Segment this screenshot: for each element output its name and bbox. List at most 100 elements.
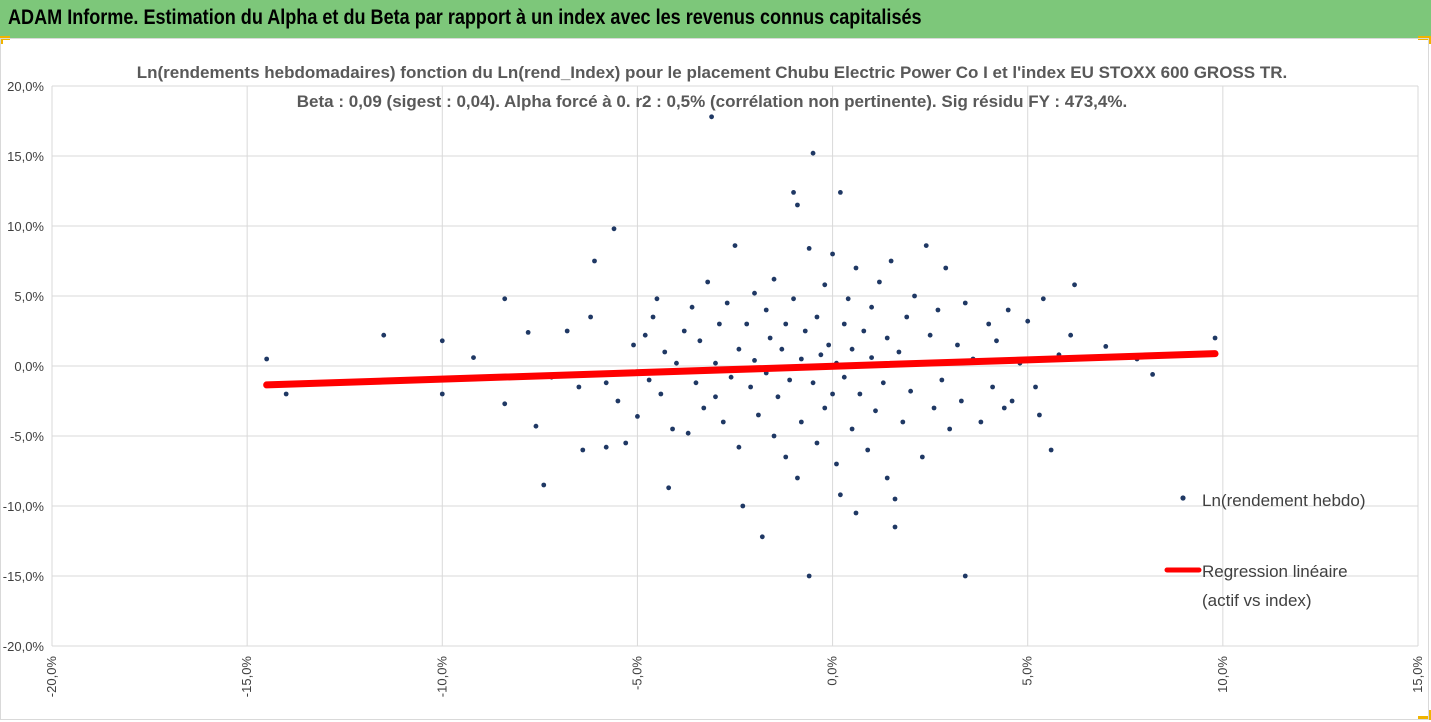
y-tick-label: 10,0%: [7, 219, 44, 234]
data-point: [900, 419, 906, 425]
x-tick-label: 15,0%: [1410, 656, 1425, 693]
data-point: [752, 290, 757, 296]
data-point: [822, 405, 828, 411]
data-point: [931, 405, 937, 411]
x-tick-label: -5,0%: [629, 656, 644, 690]
data-point: [798, 419, 804, 425]
y-axis-ticks: 20,0% 15,0% 10,0% 5,0% 0,0% -5,0% -10,0% -15,0%…: [3, 79, 45, 654]
data-point: [1005, 307, 1011, 313]
x-tick-label: -15,0%: [239, 656, 254, 698]
data-point: [736, 346, 742, 352]
data-point: [759, 534, 765, 540]
data-point: [892, 524, 898, 530]
data-point: [845, 296, 851, 302]
data-point: [978, 419, 984, 425]
data-point: [814, 314, 820, 320]
data-point: [685, 430, 691, 436]
data-point: [775, 394, 781, 400]
data-point: [631, 342, 636, 348]
data-point: [603, 444, 609, 450]
data-point: [927, 332, 933, 338]
y-tick-label: 15,0%: [7, 149, 44, 164]
data-point: [884, 335, 890, 341]
x-axis-ticks: -20,0% -15,0% -10,0% -5,0% 0,0% 5,0% 10,0% 15,0…: [44, 656, 1425, 698]
x-tick-label: 0,0%: [825, 656, 840, 686]
data-point: [795, 202, 800, 208]
data-point: [603, 380, 609, 386]
data-point: [935, 307, 941, 313]
corner-marker-top-left-v: [0, 36, 3, 44]
data-point: [635, 414, 640, 419]
corner-marker-bottom-right: [1418, 716, 1431, 720]
data-point: [1040, 296, 1046, 302]
x-tick-label: -20,0%: [44, 656, 59, 698]
data-point: [674, 360, 679, 366]
data-point: [880, 380, 886, 386]
data-point: [611, 226, 617, 232]
data-point: [865, 447, 871, 453]
data-point: [439, 391, 445, 397]
data-point: [1212, 335, 1218, 341]
legend: Ln(rendement hebdo) Regression linéaire …: [1164, 491, 1366, 610]
data-point: [841, 374, 847, 380]
data-point: [736, 444, 742, 450]
data-point: [837, 492, 843, 498]
data-point: [908, 388, 914, 394]
data-point: [791, 296, 796, 302]
y-tick-label: 20,0%: [7, 79, 44, 94]
data-point: [642, 332, 648, 338]
data-point: [990, 384, 995, 390]
chart-area: [0, 38, 1429, 720]
data-point: [947, 426, 953, 432]
y-tick-label: -20,0%: [3, 639, 45, 654]
data-point: [283, 391, 289, 397]
scatter-points: [264, 114, 1218, 579]
data-point: [884, 475, 890, 481]
data-point: [791, 190, 796, 195]
data-point: [1001, 405, 1007, 411]
data-point: [588, 314, 593, 320]
data-point: [787, 377, 793, 383]
data-point: [1103, 344, 1109, 349]
x-tick-label: 10,0%: [1215, 656, 1230, 693]
data-point: [752, 358, 757, 363]
data-point: [837, 190, 843, 195]
data-point: [841, 321, 847, 327]
data-point: [697, 338, 703, 344]
data-point: [670, 426, 675, 432]
data-point: [826, 342, 832, 348]
data-point: [654, 296, 660, 302]
data-point: [693, 380, 699, 386]
data-point: [834, 461, 839, 467]
data-point: [689, 304, 695, 310]
data-point: [439, 338, 445, 344]
legend-regression-label-line1: Regression linéaire: [1202, 562, 1348, 581]
data-point: [713, 360, 718, 366]
x-tick-label: -10,0%: [434, 656, 449, 698]
data-point: [912, 293, 917, 299]
data-point: [806, 246, 812, 251]
data-point: [1068, 332, 1074, 338]
y-tick-label: 0,0%: [14, 359, 44, 374]
data-point: [658, 391, 664, 397]
data-point: [923, 243, 929, 249]
y-tick-label: -5,0%: [10, 429, 44, 444]
data-point: [533, 423, 539, 429]
data-point: [795, 475, 800, 481]
data-point: [962, 300, 968, 306]
data-point: [525, 330, 531, 335]
data-point: [1025, 318, 1031, 324]
data-point: [853, 510, 859, 516]
corner-marker-bottom-right-v: [1428, 710, 1431, 720]
data-point: [580, 447, 586, 453]
data-point: [994, 338, 999, 344]
data-point: [830, 251, 835, 257]
data-point: [892, 496, 898, 502]
data-point: [1037, 412, 1042, 418]
data-point: [904, 314, 910, 320]
data-point: [771, 433, 777, 439]
data-point: [939, 377, 945, 383]
data-point: [1048, 447, 1054, 453]
data-point: [822, 282, 828, 288]
corner-marker-top-right-v: [1428, 36, 1431, 44]
